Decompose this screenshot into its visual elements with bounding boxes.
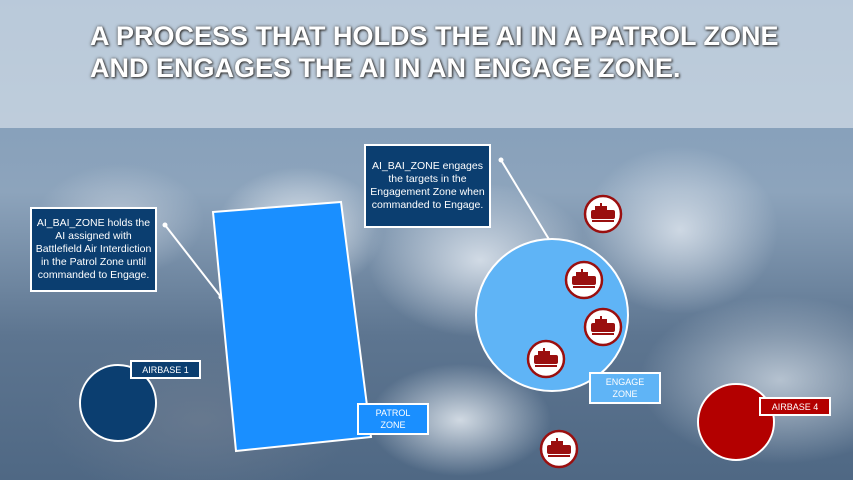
airbase-1-shape bbox=[79, 364, 157, 442]
connector-dot bbox=[498, 157, 504, 163]
tank-icon bbox=[583, 307, 623, 347]
tank-icon bbox=[526, 339, 566, 379]
slide-title: A PROCESS THAT HOLDS THE AI IN A PATROL … bbox=[90, 21, 779, 83]
connector-dot bbox=[162, 222, 168, 228]
airbase-4-label: AIRBASE 4 bbox=[759, 397, 831, 416]
engage-connector bbox=[500, 159, 551, 242]
engage-callout: AI_BAI_ZONE engages the targets in the E… bbox=[364, 144, 491, 228]
tank-icon bbox=[583, 194, 623, 234]
airbase-1-label: AIRBASE 1 bbox=[130, 360, 201, 379]
airbase-4-shape bbox=[697, 383, 775, 461]
title-band bbox=[0, 0, 853, 128]
patrol-callout: AI_BAI_ZONE holds the AI assigned with B… bbox=[30, 207, 157, 292]
tank-icon bbox=[564, 260, 604, 300]
tank-icon bbox=[539, 429, 579, 469]
patrol-connector bbox=[164, 224, 222, 298]
patrol-zone-label: PATROL ZONE bbox=[357, 403, 429, 435]
patrol-zone-shape bbox=[211, 200, 373, 453]
engage-zone-label: ENGAGE ZONE bbox=[589, 372, 661, 404]
